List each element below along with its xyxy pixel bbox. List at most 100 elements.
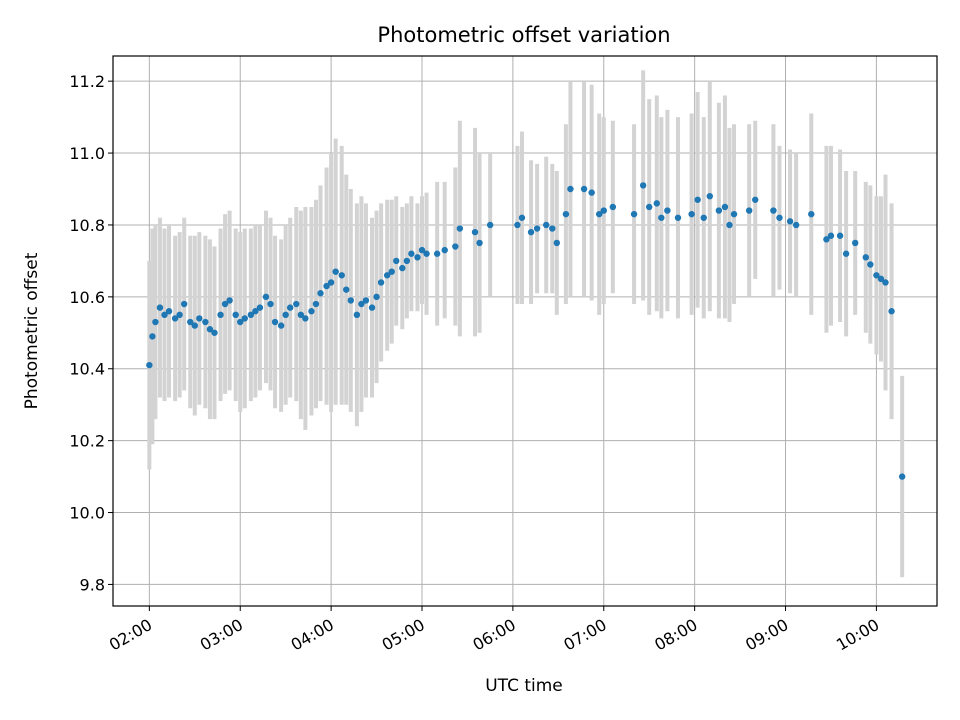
y-tick-label: 10.4 — [69, 360, 105, 379]
data-point — [808, 210, 815, 218]
data-point — [471, 228, 479, 236]
error-bars — [147, 70, 905, 578]
data-point — [730, 210, 738, 218]
x-tick-label: 06:00 — [469, 615, 518, 655]
data-point — [221, 300, 229, 308]
data-point — [549, 225, 556, 232]
data-point — [293, 300, 300, 308]
data-point — [646, 203, 653, 211]
data-point — [418, 246, 426, 254]
data-point — [399, 264, 406, 272]
data-point — [403, 257, 411, 265]
data-point — [308, 308, 315, 315]
data-point — [161, 311, 168, 319]
data-point — [302, 315, 309, 322]
data-point — [588, 189, 595, 196]
data-points — [146, 182, 906, 480]
x-axis-title: UTC time — [485, 676, 563, 696]
data-point — [770, 207, 777, 214]
data-point — [567, 185, 574, 193]
data-point — [888, 308, 895, 315]
data-point — [196, 315, 203, 322]
data-point — [882, 279, 889, 286]
data-point — [518, 214, 526, 221]
data-point — [388, 268, 395, 275]
data-point — [862, 254, 870, 261]
data-point — [827, 232, 835, 239]
data-point — [423, 250, 430, 257]
data-point — [562, 210, 570, 218]
data-point — [373, 293, 380, 301]
data-point — [414, 254, 421, 261]
data-point — [338, 272, 345, 279]
data-point — [206, 326, 214, 333]
data-point — [877, 275, 885, 283]
data-point — [353, 311, 361, 319]
data-point — [171, 315, 179, 322]
x-tick-label: 03:00 — [197, 615, 246, 655]
data-point — [452, 243, 459, 250]
data-point — [543, 221, 550, 229]
x-tick-label: 04:00 — [288, 615, 337, 655]
data-point — [152, 318, 159, 326]
data-point — [368, 304, 376, 311]
y-tick-label: 10.6 — [69, 288, 105, 307]
data-point — [237, 318, 244, 326]
data-point — [664, 207, 671, 214]
data-point — [297, 311, 305, 319]
data-point — [211, 329, 218, 336]
data-point — [271, 318, 279, 326]
data-point — [191, 322, 198, 329]
data-point — [752, 196, 759, 203]
data-point — [383, 272, 391, 279]
data-point — [241, 315, 248, 322]
data-point — [674, 214, 682, 221]
data-point — [580, 185, 588, 193]
data-point — [156, 304, 164, 311]
data-point — [377, 279, 385, 286]
data-point — [282, 311, 289, 319]
data-point — [165, 308, 173, 315]
data-point — [408, 250, 415, 257]
y-tick-label: 10.2 — [69, 432, 105, 451]
data-point — [232, 311, 239, 319]
data-point — [217, 311, 224, 319]
data-point — [146, 361, 153, 369]
data-point — [277, 322, 285, 329]
y-tick-label: 10.8 — [69, 216, 105, 235]
data-point — [721, 203, 729, 211]
data-point — [486, 221, 494, 229]
data-point — [600, 207, 607, 214]
data-point — [202, 318, 209, 326]
data-point — [836, 232, 844, 239]
data-point — [456, 225, 464, 232]
data-point — [609, 203, 617, 211]
data-point — [867, 261, 874, 268]
data-point — [842, 250, 850, 257]
data-point — [476, 239, 483, 247]
data-point — [706, 192, 713, 200]
data-point — [527, 228, 535, 236]
data-point — [441, 246, 448, 254]
data-point — [180, 300, 188, 308]
data-point — [287, 304, 294, 311]
data-point — [393, 257, 400, 265]
data-point — [630, 210, 638, 218]
x-tick-label: 08:00 — [651, 615, 700, 655]
x-tick-label: 10:00 — [833, 615, 882, 655]
x-tick-label: 07:00 — [560, 615, 609, 655]
data-point — [312, 300, 320, 308]
y-tick-label: 11.0 — [69, 144, 105, 163]
data-point — [327, 279, 335, 286]
data-point — [323, 282, 330, 290]
data-point — [792, 221, 800, 229]
data-point — [852, 239, 859, 247]
data-point — [332, 268, 339, 275]
data-point — [553, 239, 561, 247]
data-point — [226, 297, 233, 304]
data-point — [247, 311, 255, 319]
data-point — [267, 300, 274, 308]
data-point — [252, 308, 259, 315]
chart-title: Photometric offset variation — [377, 23, 670, 47]
